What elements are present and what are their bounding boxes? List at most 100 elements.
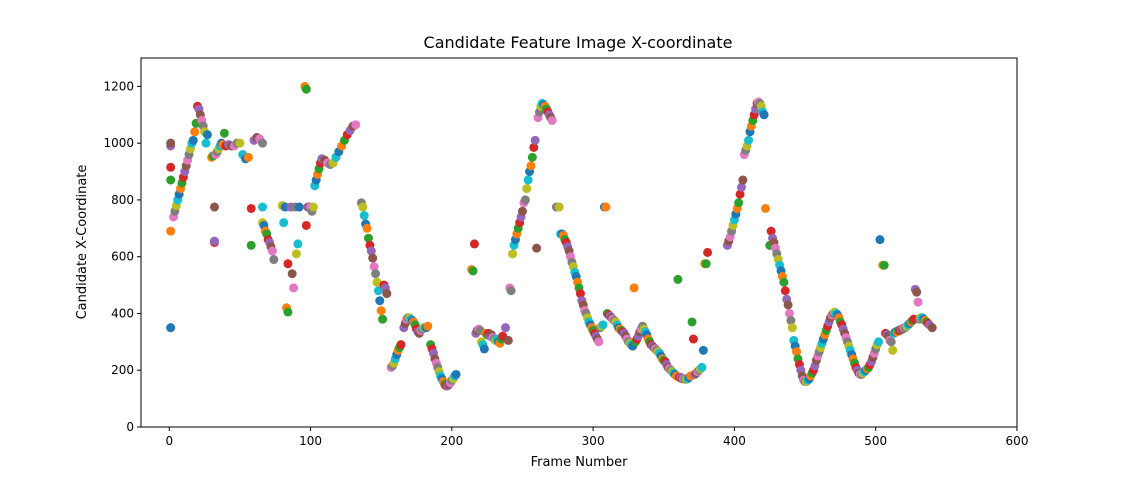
scatter-point [629, 283, 639, 293]
scatter-point [279, 218, 289, 228]
x-tick-label: 100 [299, 434, 322, 448]
scatter-points [166, 81, 937, 391]
chart-title: Candidate Feature Image X-coordinate [424, 33, 733, 52]
scatter-point [703, 247, 713, 257]
scatter-point [219, 128, 229, 138]
scatter-point [166, 175, 176, 185]
y-axis: 0 200 400 600 800 1000 1200 [103, 79, 141, 434]
scatter-point [258, 202, 268, 212]
scatter-point [766, 226, 776, 236]
scatter-point [517, 206, 527, 216]
y-axis-label: Candidate X-Coordinate [75, 165, 90, 320]
scatter-point [526, 161, 536, 171]
scatter-point [166, 138, 176, 148]
scatter-point [267, 246, 277, 256]
scatter-point [371, 269, 381, 279]
scatter-point [759, 110, 769, 120]
scatter-point [396, 340, 406, 350]
scatter-point [368, 253, 378, 263]
scatter-point [363, 233, 373, 243]
scatter-point [287, 269, 297, 279]
scatter-point [529, 142, 539, 152]
scatter-point [738, 175, 748, 185]
scatter-point [503, 335, 513, 345]
scatter-point [358, 202, 368, 212]
scatter-point [501, 323, 511, 333]
scatter-point [291, 249, 301, 259]
scatter-point [779, 277, 789, 287]
scatter-point [246, 240, 256, 250]
scatter-point [166, 323, 176, 333]
scatter-point [190, 127, 200, 137]
scatter-point [744, 135, 754, 145]
scatter-point [382, 289, 392, 299]
scatter-point [243, 152, 253, 162]
scatter-point [913, 297, 923, 307]
scatter-point [554, 202, 564, 212]
scatter-point [166, 226, 176, 236]
scatter-point [522, 184, 532, 194]
scatter-point [451, 369, 461, 379]
scatter-point [673, 274, 683, 284]
scatter-point [201, 138, 211, 148]
scatter-point [530, 135, 540, 145]
scatter-point [301, 84, 311, 94]
y-tick-label: 400 [111, 306, 134, 320]
scatter-point [258, 138, 268, 148]
scatter-point [301, 220, 311, 230]
scatter-point [359, 211, 369, 221]
scatter-point [927, 323, 937, 333]
y-tick-label: 0 [126, 420, 134, 434]
scatter-point [735, 189, 745, 199]
y-tick-label: 1000 [103, 136, 134, 150]
scatter-point [188, 135, 198, 145]
scatter-point [308, 202, 318, 212]
scatter-point [283, 307, 293, 317]
plot-frame [140, 57, 1018, 428]
scatter-point [166, 162, 176, 172]
scatter-point [527, 152, 537, 162]
x-axis: 0 100 200 300 400 500 600 [165, 427, 1028, 448]
scatter-point [423, 321, 433, 331]
x-tick-label: 400 [723, 434, 746, 448]
scatter-point [792, 347, 802, 357]
scatter-point [373, 286, 383, 296]
scatter-point [912, 287, 922, 297]
scatter-point [780, 286, 790, 296]
scatter-point [375, 296, 385, 306]
scatter-point [874, 337, 884, 347]
scatter-point [786, 316, 796, 326]
scatter-point [687, 317, 697, 327]
scatter-point [468, 266, 478, 276]
scatter-point [783, 300, 793, 310]
y-tick-label: 800 [111, 193, 134, 207]
scatter-point [886, 337, 896, 347]
scatter-point [293, 239, 303, 249]
scatter-point [601, 202, 611, 212]
y-tick-label: 200 [111, 363, 134, 377]
scatter-point [289, 283, 299, 293]
scatter-point [523, 175, 533, 185]
scatter-point [209, 202, 219, 212]
scatter-point [875, 235, 885, 245]
scatter-point [366, 246, 376, 256]
scatter-point [879, 260, 889, 270]
scatter-point [575, 289, 585, 299]
scatter-point [378, 314, 388, 324]
x-axis-label: Frame Number [531, 455, 629, 470]
scatter-point [701, 259, 711, 269]
x-tick-label: 0 [165, 434, 173, 448]
scatter-point [294, 202, 304, 212]
scatter-point [269, 255, 279, 265]
scatter-point [698, 345, 708, 355]
scatter-point [469, 239, 479, 249]
scatter-point [697, 362, 707, 372]
scatter-point [283, 259, 293, 269]
scatter-point [547, 115, 557, 125]
scatter-point [761, 203, 771, 213]
scatter-point [594, 337, 604, 347]
scatter-point [479, 344, 489, 354]
scatter-point [736, 182, 746, 192]
scatter-point [785, 308, 795, 318]
